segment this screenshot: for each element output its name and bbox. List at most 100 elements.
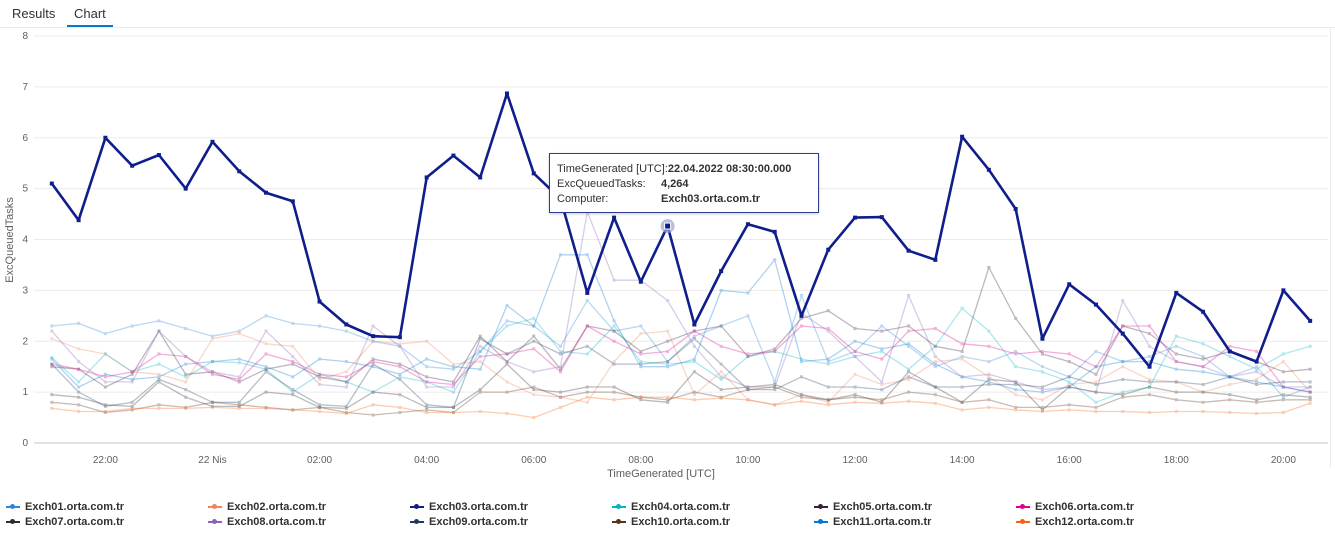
data-point: [505, 319, 509, 323]
data-point: [853, 349, 857, 353]
data-point: [157, 380, 161, 384]
data-point: [585, 290, 590, 295]
data-point: [960, 385, 964, 389]
data-point: [612, 329, 616, 333]
series-line: [51, 396, 1311, 419]
data-point: [1121, 409, 1125, 413]
tooltip-key: TimeGenerated [UTC]:: [557, 163, 668, 175]
data-point: [1040, 390, 1044, 394]
data-point: [719, 396, 723, 400]
data-point: [639, 349, 643, 353]
data-point: [1094, 390, 1098, 394]
data-point: [907, 399, 911, 403]
data-point: [398, 344, 402, 348]
data-point: [880, 347, 884, 351]
data-point: [639, 324, 643, 328]
data-point: [1093, 302, 1098, 307]
data-point: [318, 324, 322, 328]
line-chart[interactable]: 0 1 2 3 4 5 6 7 8 22:00 22 Nis 02:00 04:00 06:00 08:0…: [0, 28, 1335, 498]
data-point: [612, 319, 616, 323]
data-point: [77, 395, 81, 399]
data-point: [371, 403, 375, 407]
data-point: [773, 349, 777, 353]
data-point: [478, 355, 482, 359]
data-point: [77, 347, 81, 351]
data-point: [291, 375, 295, 379]
data-point: [344, 360, 348, 364]
data-point: [425, 408, 429, 412]
data-point: [799, 313, 804, 318]
data-point: [532, 324, 536, 328]
data-point: [826, 362, 830, 366]
data-point: [264, 405, 268, 409]
data-point: [933, 355, 937, 359]
data-point: [1255, 382, 1259, 386]
data-point: [719, 377, 723, 381]
legend-label: Exch05.orta.com.tr: [833, 501, 933, 513]
data-point: [746, 385, 750, 389]
data-point: [719, 288, 723, 292]
data-point: [1094, 382, 1098, 386]
data-point: [987, 372, 991, 376]
data-point: [1014, 388, 1018, 392]
data-point: [1228, 410, 1232, 414]
data-point: [559, 405, 563, 409]
data-point: [987, 380, 991, 384]
data-point: [692, 398, 696, 402]
legend-marker: [1020, 519, 1025, 524]
data-point: [773, 380, 777, 384]
tab-results[interactable]: Results: [12, 6, 56, 21]
data-point: [103, 380, 107, 384]
data-point: [478, 349, 482, 353]
data-point: [264, 390, 268, 394]
data-point: [397, 335, 402, 340]
data-point: [1094, 365, 1098, 369]
data-point: [130, 163, 135, 168]
data-point: [1121, 393, 1125, 397]
tooltip-value: 4,264: [661, 178, 689, 190]
data-point: [291, 355, 295, 359]
tooltip-value: 22.04.2022 08:30:00.000: [667, 163, 792, 175]
data-point: [1281, 370, 1285, 374]
data-point: [318, 377, 322, 381]
data-point: [1040, 365, 1044, 369]
data-point: [1201, 409, 1205, 413]
data-point: [425, 375, 429, 379]
data-point: [1148, 385, 1152, 389]
data-point: [371, 324, 375, 328]
data-point: [1121, 377, 1125, 381]
data-point: [1228, 398, 1232, 402]
data-point: [505, 324, 509, 328]
data-point: [1067, 385, 1071, 389]
data-point: [826, 309, 830, 313]
data-point: [1094, 365, 1098, 369]
legend-label: Exch08.orta.com.tr: [227, 516, 327, 528]
chart-legend: Exch01.orta.com.tr Exch02.orta.com.tr Exch…: [0, 500, 1335, 536]
data-point: [210, 334, 214, 338]
tab-chart[interactable]: Chart: [74, 6, 106, 21]
data-point: [987, 329, 991, 333]
data-point: [1174, 360, 1178, 364]
data-point: [264, 367, 268, 371]
data-point: [1227, 349, 1232, 354]
data-point: [451, 390, 455, 394]
legend-label: Exch09.orta.com.tr: [429, 516, 529, 528]
series-line: [51, 338, 1311, 409]
data-point: [318, 375, 322, 379]
data-point: [1094, 400, 1098, 404]
data-point: [318, 382, 322, 386]
data-point: [237, 332, 241, 336]
legend-label: Exch04.orta.com.tr: [631, 501, 731, 513]
data-point: [799, 395, 803, 399]
data-point: [1201, 365, 1205, 369]
data-point: [933, 344, 937, 348]
data-point: [210, 370, 214, 374]
data-point: [371, 360, 375, 364]
data-point: [1201, 357, 1205, 361]
data-point: [237, 357, 241, 361]
tooltip-key: Computer:: [557, 193, 609, 205]
data-point: [505, 411, 509, 415]
data-point: [77, 367, 81, 371]
data-point: [559, 253, 563, 257]
data-point: [1255, 377, 1259, 381]
